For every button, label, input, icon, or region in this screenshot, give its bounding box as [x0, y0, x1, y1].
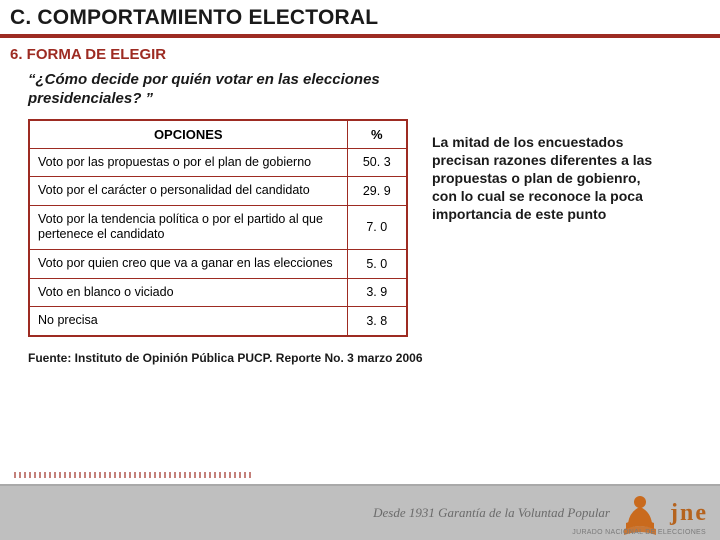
percent-cell: 5. 0: [347, 250, 407, 279]
percent-cell: 29. 9: [347, 177, 407, 206]
percent-cell: 3. 9: [347, 278, 407, 307]
org-full-name: JURADO NACIONAL DE ELECCIONES: [572, 529, 706, 536]
option-cell: Voto por las propuestas o por el plan de…: [29, 148, 347, 177]
percent-cell: 50. 3: [347, 148, 407, 177]
option-cell: Voto por la tendencia política o por el …: [29, 205, 347, 249]
option-cell: No precisa: [29, 307, 347, 336]
footer-tagline: Desde 1931 Garantía de la Voluntad Popul…: [373, 505, 610, 521]
table-row: Voto por el carácter o personalidad del …: [29, 177, 407, 206]
section-title-bar: C. COMPORTAMIENTO ELECTORAL: [0, 0, 720, 38]
subheading: 6. FORMA DE ELEGIR: [0, 38, 720, 65]
col-header-percent: %: [347, 120, 407, 149]
survey-question: “¿Cómo decide por quién votar en las ele…: [0, 65, 430, 115]
option-cell: Voto por quien creo que va a ganar en la…: [29, 250, 347, 279]
table-row: Voto por las propuestas o por el plan de…: [29, 148, 407, 177]
org-abbr: jne: [670, 500, 708, 527]
col-header-options: OPCIONES: [29, 120, 347, 149]
option-cell: Voto por el carácter o personalidad del …: [29, 177, 347, 206]
table-row: Voto por la tendencia política o por el …: [29, 205, 407, 249]
footer-bar: Desde 1931 Garantía de la Voluntad Popul…: [0, 484, 720, 540]
percent-cell: 3. 8: [347, 307, 407, 336]
side-commentary: La mitad de los encuestados precisan raz…: [432, 119, 662, 224]
table-row: Voto por quien creo que va a ganar en la…: [29, 250, 407, 279]
table-row: No precisa 3. 8: [29, 307, 407, 336]
decorative-dots: [14, 472, 254, 478]
content-row: OPCIONES % Voto por las propuestas o por…: [0, 115, 720, 337]
options-table: OPCIONES % Voto por las propuestas o por…: [28, 119, 408, 337]
table-row: Voto en blanco o viciado 3. 9: [29, 278, 407, 307]
option-cell: Voto en blanco o viciado: [29, 278, 347, 307]
section-title: C. COMPORTAMIENTO ELECTORAL: [10, 6, 710, 30]
source-citation: Fuente: Instituto de Opinión Pública PUC…: [0, 337, 720, 365]
percent-cell: 7. 0: [347, 205, 407, 249]
